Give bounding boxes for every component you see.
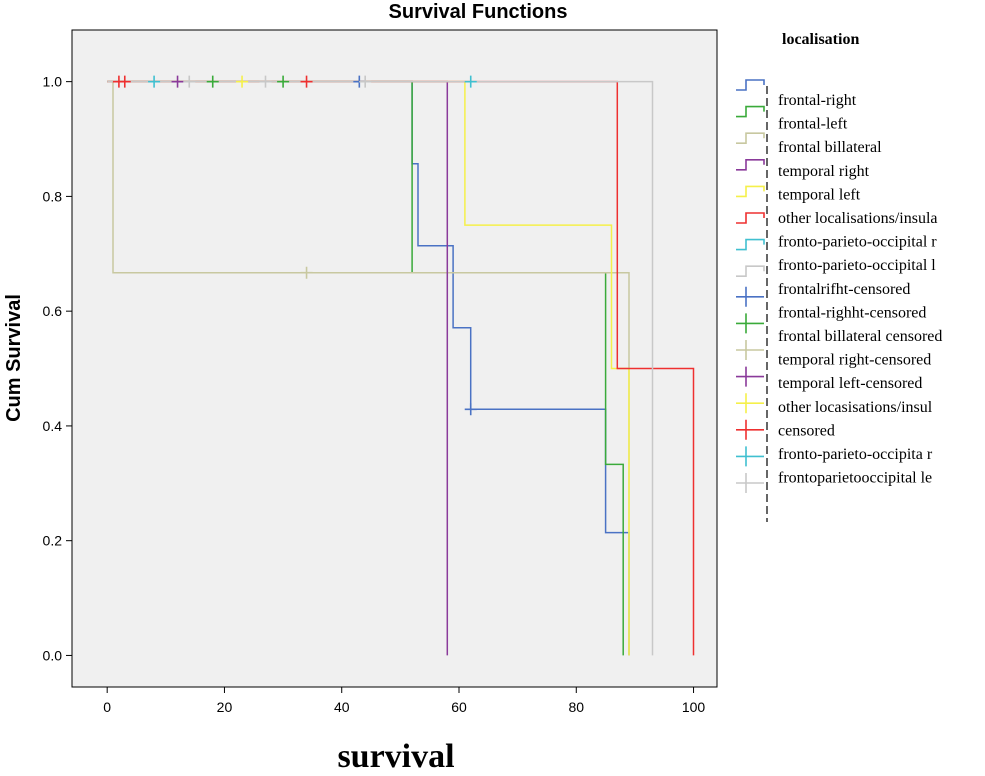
censor-marker <box>300 75 313 88</box>
legend-item-label: frontal billateral censored <box>778 328 942 345</box>
chart-title: Survival Functions <box>389 1 568 23</box>
legend-swatch <box>736 340 764 360</box>
legend-swatch <box>736 313 764 334</box>
legend-swatch <box>736 366 764 387</box>
censor-markers <box>112 75 477 416</box>
censor-marker <box>118 75 131 88</box>
x-axis-ticks: 0 20 40 60 80 100 <box>103 687 705 715</box>
legend-item-label: censored <box>778 422 835 439</box>
legend-swatch <box>736 212 765 224</box>
censor-marker <box>171 75 184 88</box>
legend-swatch <box>736 446 764 467</box>
legend-item-label: temporal left-censored <box>778 375 922 392</box>
legend-item-label: temporal right <box>778 163 870 180</box>
y-tick-label: 0.0 <box>43 647 63 663</box>
x-axis-label: survival <box>337 738 454 775</box>
legend-swatch <box>736 419 764 440</box>
censor-marker <box>464 75 477 88</box>
y-tick-label: 0.8 <box>43 188 63 204</box>
y-tick-label: 0.4 <box>43 418 63 434</box>
legend-item-label: temporal right-censored <box>778 352 931 369</box>
y-axis-label: Cum Survival <box>3 294 25 422</box>
legend-swatch <box>736 159 765 171</box>
legend-labels: frontal-right frontal-left frontal billate… <box>778 92 942 487</box>
legend-swatch <box>736 79 765 91</box>
censor-marker <box>464 403 477 416</box>
x-tick-label: 0 <box>103 699 111 715</box>
censor-marker <box>183 75 196 88</box>
plot-area <box>71 29 718 688</box>
legend-item-label: frontal billateral <box>778 139 882 156</box>
legend-swatch <box>736 393 764 414</box>
legend-item-label: temporal left <box>778 186 861 203</box>
censor-marker <box>148 75 161 88</box>
legend-item-label: frontal-righht-censored <box>778 304 926 321</box>
x-tick-label: 80 <box>568 699 584 715</box>
y-tick-label: 1.0 <box>43 74 63 90</box>
legend-title: localisation <box>782 31 859 48</box>
legend-swatch <box>736 132 765 144</box>
censor-marker <box>259 75 272 88</box>
x-tick-label: 20 <box>217 699 233 715</box>
y-tick-label: 0.6 <box>43 303 63 319</box>
legend-item-label: frontalrifht-censored <box>778 281 910 298</box>
legend-item-label: fronto-parieto-occipital l <box>778 257 936 274</box>
censor-marker <box>236 75 249 88</box>
legend-swatch <box>736 473 764 493</box>
censor-marker <box>359 75 372 88</box>
legend-swatch <box>736 238 765 251</box>
x-tick-label: 100 <box>682 699 706 715</box>
legend-swatch <box>736 185 765 198</box>
legend-item-label: frontal-left <box>778 116 848 133</box>
legend-swatch <box>736 265 765 277</box>
legend-swatch <box>736 105 765 118</box>
legend-item-label: fronto-parieto-occipita r <box>778 446 933 463</box>
legend-item-label: frontoparietooccipital le <box>778 470 932 487</box>
legend-item-label: frontal-right <box>778 92 857 109</box>
y-axis-ticks: 0.0 0.2 0.4 0.6 0.8 1.0 <box>43 74 72 663</box>
censor-marker <box>300 266 313 279</box>
x-tick-label: 40 <box>334 699 350 715</box>
legend-item-label: other localisations/insula <box>778 210 938 227</box>
legend-swatches <box>736 79 765 493</box>
censor-marker <box>277 75 290 88</box>
censor-marker <box>206 75 219 88</box>
legend-item-label: other locasisations/insul <box>778 399 933 416</box>
x-tick-label: 60 <box>451 699 467 715</box>
legend-item-label: fronto-parieto-occipital r <box>778 234 937 251</box>
y-tick-label: 0.2 <box>43 533 63 549</box>
legend-swatch <box>736 286 764 307</box>
